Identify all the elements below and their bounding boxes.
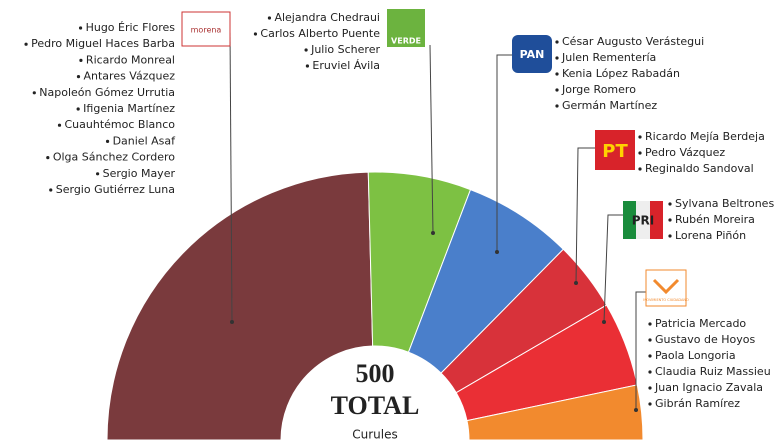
member-name: Julen Rementería xyxy=(561,51,656,64)
bullet xyxy=(555,72,559,76)
bullet xyxy=(49,188,53,192)
bullet xyxy=(668,218,672,222)
logo-box xyxy=(636,201,650,239)
member-name: Alejandra Chedraui xyxy=(274,11,380,24)
member-name: Pedro Vázquez xyxy=(645,146,725,159)
member-name: Olga Sánchez Cordero xyxy=(53,151,175,164)
leader-dot xyxy=(431,231,435,235)
bullet xyxy=(638,151,642,155)
bullet xyxy=(555,56,559,60)
leader-dot xyxy=(602,320,606,324)
member-name: Sergio Mayer xyxy=(103,167,176,180)
member-name: Carlos Alberto Puente xyxy=(260,27,380,40)
logo-box xyxy=(623,201,636,239)
bullet xyxy=(105,139,110,143)
logo-box xyxy=(650,201,663,239)
bullet xyxy=(648,338,652,342)
bullet xyxy=(267,16,272,20)
bullet xyxy=(555,88,559,92)
bullet xyxy=(76,107,80,111)
unit-label: Curules xyxy=(352,428,398,442)
bullet xyxy=(648,370,652,374)
bullet xyxy=(648,386,652,390)
bullet xyxy=(24,42,28,46)
bullet xyxy=(555,104,559,108)
member-name: Reginaldo Sandoval xyxy=(645,162,754,175)
bullet xyxy=(555,40,559,44)
member-name: Kenia López Rabadán xyxy=(562,67,680,80)
bullet xyxy=(79,58,83,63)
logo-icon xyxy=(652,278,680,295)
member-name: Gustavo de Hoyos xyxy=(655,333,756,346)
bullet xyxy=(638,135,642,139)
bullet xyxy=(304,48,308,52)
segment xyxy=(466,384,644,441)
member-name: Jorge Romero xyxy=(561,83,636,96)
member-name: Juan Ignacio Zavala xyxy=(654,381,763,394)
member-name: Germán Martínez xyxy=(562,99,657,112)
bullet xyxy=(78,26,83,30)
bullet xyxy=(305,64,310,68)
logo-box xyxy=(512,35,552,73)
leader-line xyxy=(496,54,512,252)
member-name: Antares Vázquez xyxy=(83,70,175,83)
bullet xyxy=(648,322,652,326)
leader-dot xyxy=(574,281,578,285)
logo-text: PT xyxy=(602,141,628,162)
logo-text: VERDE xyxy=(391,37,421,46)
member-name: Pedro Miguel Haces Barba xyxy=(31,37,175,50)
logo-box xyxy=(645,269,687,307)
leader-line xyxy=(229,29,233,323)
member-name: Ricardo Mejía Berdeja xyxy=(645,130,765,143)
bullet xyxy=(46,156,50,160)
leader-line xyxy=(429,44,434,234)
logo-box xyxy=(595,130,635,170)
total-value: 500 xyxy=(356,359,395,388)
leader-dot xyxy=(634,408,638,412)
bullet xyxy=(638,167,642,171)
leader-dot xyxy=(495,250,499,254)
bullet xyxy=(57,123,62,127)
member-name: Sylvana Beltrones xyxy=(675,197,774,210)
member-name: Ricardo Monreal xyxy=(86,53,175,66)
logo-text: MOVIMIENTO CIUDADANO xyxy=(643,298,689,302)
total-label: TOTAL xyxy=(331,391,420,420)
member-name: Julio Scherer xyxy=(310,43,380,56)
bullet xyxy=(668,234,672,238)
member-name: Rubén Moreira xyxy=(675,213,755,226)
member-name: Eruviel Ávila xyxy=(312,59,380,72)
member-name: Daniel Asaf xyxy=(113,134,177,147)
bullet xyxy=(668,202,672,206)
member-name: Paola Longoria xyxy=(655,349,736,362)
bullet xyxy=(648,354,652,358)
leader-line xyxy=(635,291,648,410)
member-name: Hugo Éric Flores xyxy=(86,21,176,34)
bullet xyxy=(32,91,36,95)
segment xyxy=(106,171,374,441)
logo-text: morena xyxy=(191,26,222,35)
member-name: Napoleón Gómez Urrutia xyxy=(39,86,175,99)
leader-line xyxy=(575,147,595,284)
logo-box xyxy=(387,9,425,47)
bullet xyxy=(76,75,81,79)
logo-text: PRI xyxy=(632,214,655,228)
leader-line xyxy=(603,214,623,323)
bullet xyxy=(253,32,258,36)
member-name: Gibrán Ramírez xyxy=(655,397,740,410)
member-name: Ifigenia Martínez xyxy=(83,102,175,115)
logo-box xyxy=(181,11,231,47)
member-name: Lorena Piñón xyxy=(675,229,746,242)
member-name: Sergio Gutiérrez Luna xyxy=(56,183,175,196)
member-name: Patricia Mercado xyxy=(655,317,746,330)
logo-text: PAN xyxy=(520,48,545,61)
member-name: César Augusto Verástegui xyxy=(562,35,704,48)
member-name: Claudia Ruiz Massieu xyxy=(655,365,771,378)
member-name: Cuauhtémoc Blanco xyxy=(65,118,176,131)
leader-dot xyxy=(230,320,234,324)
bullet xyxy=(648,402,652,406)
bullet xyxy=(96,172,100,176)
